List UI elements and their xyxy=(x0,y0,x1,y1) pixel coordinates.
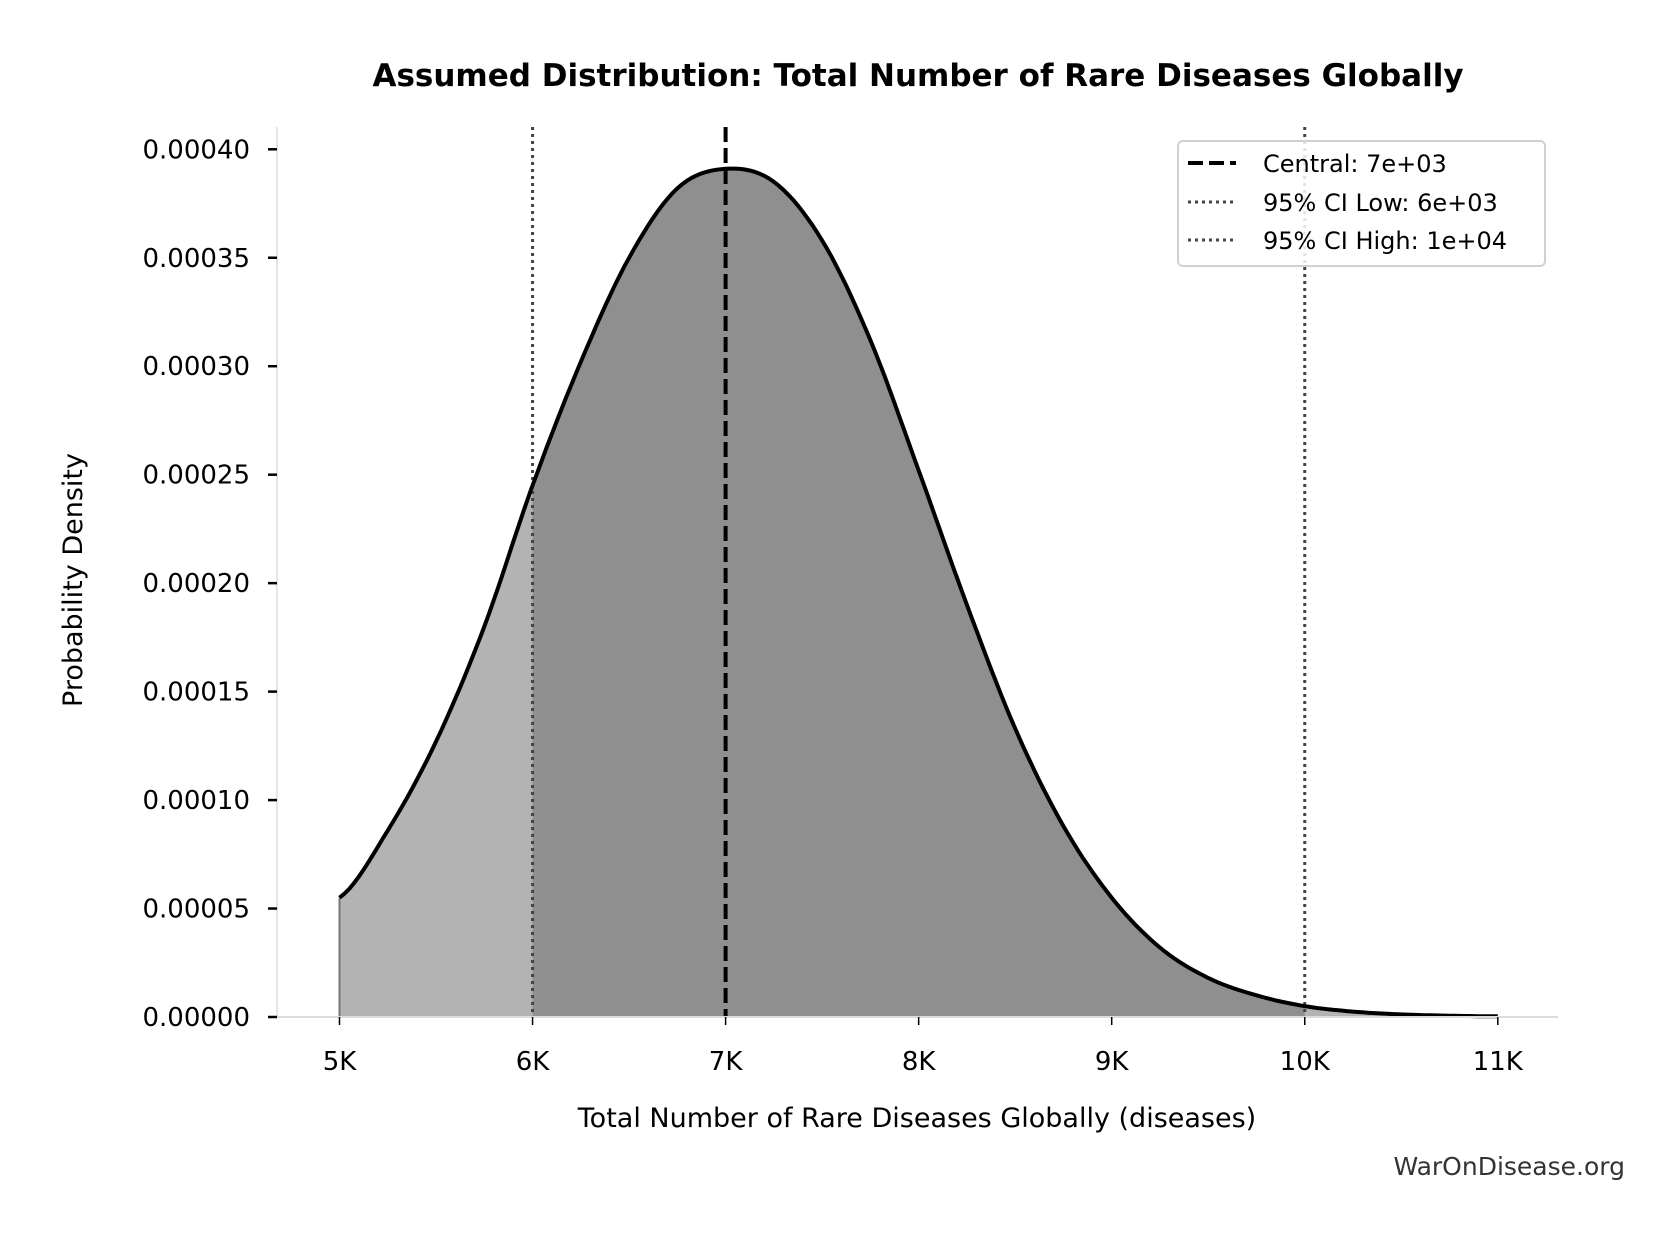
legend-box xyxy=(1177,140,1546,267)
legend-label-ci-high: 95% CI High: 1e+04 xyxy=(1263,227,1507,255)
legend: Central: 7e+03 95% CI Low: 6e+03 95% CI … xyxy=(1177,140,1546,267)
x-tick-label: 7K xyxy=(709,1047,744,1077)
x-tick-label: 8K xyxy=(902,1047,937,1077)
y-tick-label: 0.00005 xyxy=(142,895,250,925)
legend-label-ci-low: 95% CI Low: 6e+03 xyxy=(1263,189,1498,217)
y-tick-label: 0.00010 xyxy=(142,786,250,816)
x-axis-label: Total Number of Rare Diseases Globally (… xyxy=(577,1103,1256,1134)
y-axis-label: Probability Density xyxy=(58,453,89,707)
ci-range-fill xyxy=(532,168,1305,1018)
y-tick-label: 0.00020 xyxy=(142,569,250,599)
chart-title: Assumed Distribution: Total Number of Ra… xyxy=(372,58,1463,94)
density-curve xyxy=(338,166,1498,1019)
legend-label-central: Central: 7e+03 xyxy=(1263,150,1447,178)
y-tick-label: 0.00025 xyxy=(142,461,250,491)
y-tick-label: 0.00000 xyxy=(142,1003,250,1033)
x-tick-label: 6K xyxy=(516,1047,551,1077)
watermark: WarOnDisease.org xyxy=(1393,1152,1625,1181)
x-tick-label: 11K xyxy=(1473,1047,1524,1077)
y-tick-label: 0.00035 xyxy=(142,244,250,274)
x-tick-label: 9K xyxy=(1095,1047,1130,1077)
y-tick-label: 0.00040 xyxy=(142,135,250,165)
x-tick-label: 10K xyxy=(1280,1047,1331,1077)
y-tick-label: 0.00015 xyxy=(142,678,250,708)
x-tick-label: 5K xyxy=(323,1047,358,1077)
y-tick-label: 0.00030 xyxy=(142,352,250,382)
